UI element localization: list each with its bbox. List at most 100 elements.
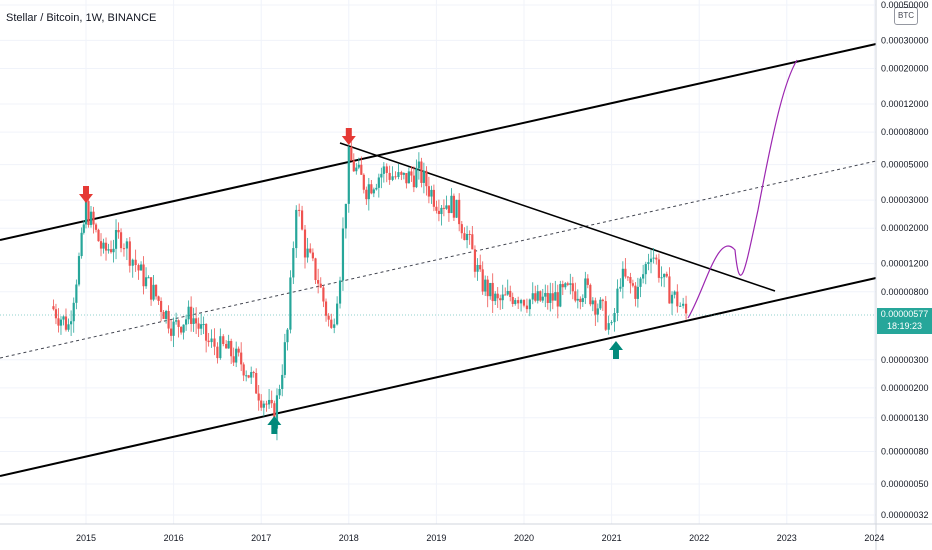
y-tick-label: 0.00000200 bbox=[881, 383, 929, 393]
candle-body bbox=[569, 283, 572, 285]
candle-body bbox=[77, 256, 81, 285]
candle-body bbox=[319, 283, 322, 288]
candle-body bbox=[344, 203, 347, 229]
candle-body bbox=[397, 172, 400, 178]
candle-body bbox=[445, 205, 448, 209]
candle-body bbox=[341, 228, 345, 281]
candle-body bbox=[554, 292, 557, 301]
candle-body bbox=[295, 209, 298, 249]
candle-body bbox=[460, 224, 463, 234]
candle-body bbox=[250, 372, 253, 378]
candle-body bbox=[484, 279, 487, 292]
up-arrow-icon bbox=[608, 341, 623, 359]
candle-body bbox=[303, 229, 307, 258]
candle-body bbox=[415, 168, 418, 188]
y-tick-label: 0.00003000 bbox=[881, 195, 929, 205]
candle-body bbox=[99, 241, 103, 249]
candle-body bbox=[352, 160, 355, 172]
candle-body bbox=[200, 324, 203, 329]
x-tick-label: 2021 bbox=[602, 533, 622, 543]
candle-body bbox=[273, 403, 276, 429]
candle-body bbox=[465, 234, 469, 241]
candle-body bbox=[561, 284, 564, 288]
candle-body bbox=[232, 356, 235, 363]
candle-body bbox=[450, 195, 453, 214]
candle-body bbox=[54, 309, 58, 319]
candle-body bbox=[385, 166, 388, 173]
candle-body bbox=[144, 277, 148, 287]
candle-body bbox=[601, 299, 604, 302]
candle-body bbox=[631, 283, 634, 286]
candle-body bbox=[663, 273, 666, 278]
candle-body bbox=[202, 324, 205, 326]
trend-channel bbox=[0, 43, 877, 477]
candle-body bbox=[134, 259, 137, 266]
candle-body bbox=[400, 172, 403, 175]
candle-body bbox=[425, 170, 428, 187]
candle-body bbox=[504, 294, 507, 296]
candle-body bbox=[644, 264, 647, 275]
currency-button[interactable]: BTC bbox=[894, 7, 918, 25]
candle-body bbox=[177, 320, 180, 327]
candle-body bbox=[536, 291, 539, 301]
candle-body bbox=[283, 342, 286, 375]
candle-body bbox=[437, 210, 441, 215]
candle-body bbox=[382, 166, 385, 174]
candle-body bbox=[242, 364, 245, 376]
candle-body bbox=[435, 206, 438, 211]
candle-body bbox=[442, 207, 446, 209]
x-tick-label: 2024 bbox=[864, 533, 884, 543]
candle-body bbox=[624, 268, 627, 277]
candle-body bbox=[613, 312, 616, 323]
candle-body bbox=[579, 298, 582, 303]
candle-body bbox=[338, 280, 342, 304]
candle-body bbox=[169, 328, 173, 336]
candle-body bbox=[219, 336, 222, 359]
candle-body bbox=[499, 298, 502, 301]
candle-body bbox=[190, 306, 193, 324]
descending-resistance-line bbox=[339, 142, 776, 292]
down-arrow-icon bbox=[79, 186, 93, 203]
candle-body bbox=[417, 161, 420, 169]
candle-body bbox=[347, 146, 350, 204]
candle-body bbox=[317, 280, 320, 284]
candle-body bbox=[175, 320, 178, 322]
candle-body bbox=[210, 338, 213, 343]
x-tick-label: 2020 bbox=[514, 533, 534, 543]
candle-body bbox=[501, 294, 504, 301]
candle-body bbox=[306, 248, 309, 258]
channel-lower-line bbox=[0, 277, 877, 477]
candle-body bbox=[471, 234, 474, 250]
candle-body bbox=[180, 326, 183, 333]
candle-body bbox=[647, 262, 650, 265]
x-tick-label: 2022 bbox=[689, 533, 709, 543]
candle-body bbox=[252, 372, 255, 374]
candle-body bbox=[367, 184, 370, 200]
candle-body bbox=[192, 318, 195, 324]
y-tick-label: 0.00000080 bbox=[881, 446, 929, 456]
candle-body bbox=[84, 201, 88, 225]
candle-body bbox=[673, 291, 676, 295]
candle-body bbox=[522, 300, 526, 306]
candle-body bbox=[479, 264, 482, 270]
candle-body bbox=[670, 294, 674, 304]
candle-body bbox=[375, 187, 378, 190]
candle-body bbox=[506, 290, 509, 295]
candle-body bbox=[80, 232, 83, 257]
candle-body bbox=[131, 259, 134, 266]
candle-body bbox=[380, 173, 383, 178]
candle-body bbox=[75, 284, 78, 303]
candle-body bbox=[298, 209, 301, 211]
y-tick-label: 0.00001200 bbox=[881, 259, 929, 269]
candle-body bbox=[616, 288, 619, 313]
candle-body bbox=[278, 388, 281, 396]
candle-body bbox=[539, 291, 542, 301]
candle-body bbox=[357, 164, 360, 168]
last-price-badge: 0.00000577 18:19:23 bbox=[877, 308, 932, 334]
candle-body bbox=[517, 300, 520, 304]
candle-body bbox=[596, 308, 599, 315]
candle-body bbox=[311, 252, 314, 259]
candle-body bbox=[213, 338, 216, 347]
y-tick-label: 0.00005000 bbox=[881, 160, 929, 170]
